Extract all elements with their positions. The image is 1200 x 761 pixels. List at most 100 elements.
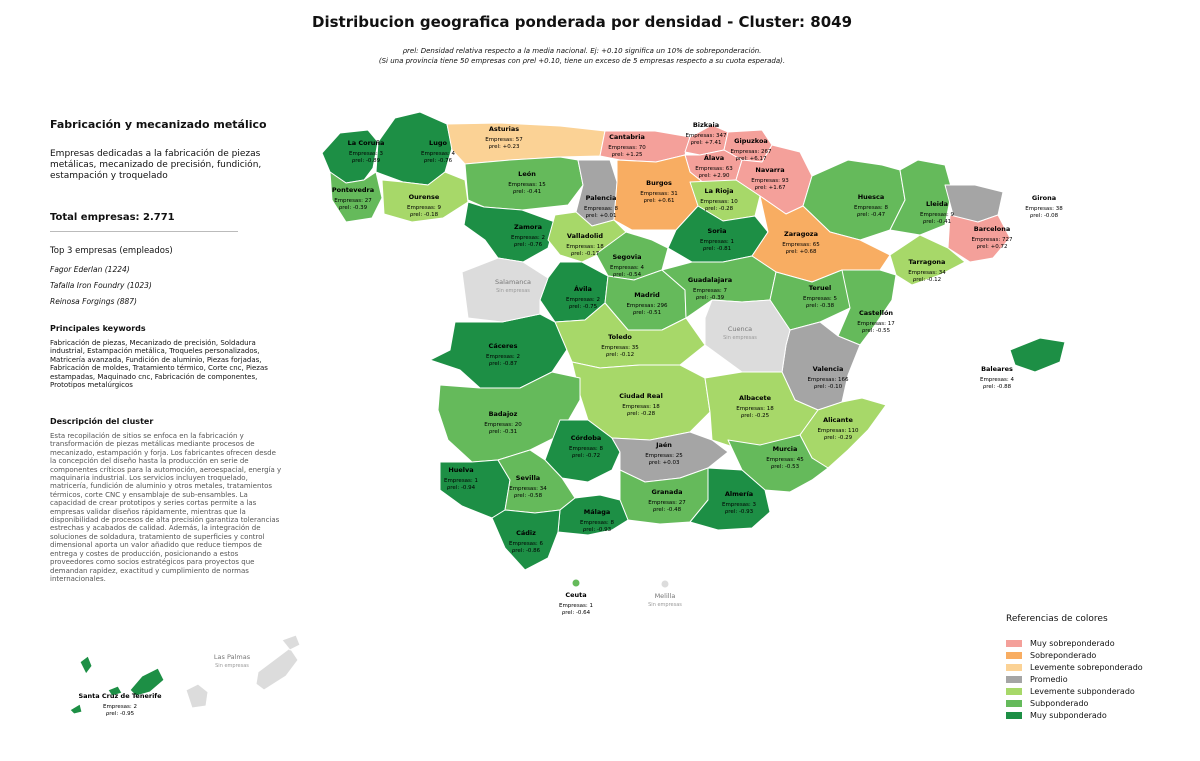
province-ceuta xyxy=(571,578,581,588)
province-count: Empresas: 5 xyxy=(803,296,838,302)
province-count: Empresas: 1 xyxy=(559,603,593,609)
province-label: Ciudad Real xyxy=(619,392,663,400)
province-rho: ρrel: -0.95 xyxy=(106,711,135,717)
province-label: Lleida xyxy=(926,200,948,208)
province-las-palmas xyxy=(255,647,299,691)
province-cuenca xyxy=(704,299,791,373)
province-rho: ρrel: +1.67 xyxy=(755,185,787,191)
province-label: Baleares xyxy=(981,365,1013,373)
province-count: Empresas: 3 xyxy=(349,151,384,157)
province-rho: ρrel: +0.72 xyxy=(977,244,1008,250)
province-rho: ρrel: -0.72 xyxy=(572,453,600,459)
cluster-description-panel: Descripción del cluster Esta recopilació… xyxy=(50,417,282,583)
province-santa-cruz-de-tenerife xyxy=(79,655,93,675)
province-label: Burgos xyxy=(646,179,672,187)
province-count: Empresas: 27 xyxy=(648,500,686,506)
province-rho: ρrel: -0.93 xyxy=(583,527,612,533)
province-ciudad-real xyxy=(571,361,711,441)
province-rho: ρrel: -0.75 xyxy=(569,304,598,310)
province-almeria xyxy=(689,467,771,531)
province-rho: ρrel: -0.29 xyxy=(824,435,853,441)
province-label: Soria xyxy=(708,227,727,235)
province-label: Cádiz xyxy=(516,529,536,537)
province-count: Empresas: 2 xyxy=(511,235,545,241)
province-count: Empresas: 9 xyxy=(407,205,442,211)
province-rho: ρrel: +7.41 xyxy=(691,140,722,146)
province-cadiz xyxy=(491,509,561,571)
province-las-palmas xyxy=(281,634,301,651)
province-lleida xyxy=(889,159,953,236)
province-label: Valladolid xyxy=(567,232,603,240)
province-label: Valencia xyxy=(813,365,844,373)
province-count: Empresas: 93 xyxy=(751,178,789,184)
province-label: Pontevedra xyxy=(332,186,374,194)
province-count: Empresas: 8 xyxy=(584,206,619,212)
map-subtitle: ρrel: Densidad relativa respecto a la me… xyxy=(0,46,1164,66)
province-label: Madrid xyxy=(634,291,660,299)
top3-item: Reinosa Forgings (887) xyxy=(50,297,137,306)
province-rho: ρrel: -0.81 xyxy=(703,246,731,252)
province-label: Alicante xyxy=(823,416,853,424)
province-count: Empresas: 45 xyxy=(766,457,804,463)
province-label: Badajoz xyxy=(489,410,518,418)
province-rho: ρrel: -0.54 xyxy=(613,272,642,278)
province-rho: ρrel: -0.25 xyxy=(741,413,770,419)
province-malaga xyxy=(557,494,629,536)
legend-item: Muy sobreponderado xyxy=(1006,637,1143,649)
province-salamanca xyxy=(461,257,549,323)
top3-item: Tafalla Iron Foundry (1023) xyxy=(50,281,152,290)
province-count: Empresas: 18 xyxy=(566,244,604,250)
province-ourense xyxy=(381,171,469,223)
top3-heading: Top 3 empresas (empleados) xyxy=(50,246,173,256)
province-count: Empresas: 296 xyxy=(626,303,668,309)
province-rho: ρrel: -0.76 xyxy=(514,242,543,248)
province-label: Zamora xyxy=(514,223,542,231)
province-rho: ρrel: +0.61 xyxy=(644,198,675,204)
province-rho: ρrel: -0.28 xyxy=(627,411,656,417)
province-label: Ávila xyxy=(574,284,592,293)
province-label: Bizkaia xyxy=(693,121,719,129)
province-label: Murcia xyxy=(773,445,798,453)
province-count: Empresas: 34 xyxy=(509,486,547,492)
province-barcelona xyxy=(947,214,1011,263)
province-count: Empresas: 25 xyxy=(645,453,683,459)
province-rho: ρrel: -0.12 xyxy=(913,277,941,283)
province-label: Huelva xyxy=(448,466,473,474)
province-rho: ρrel: -0.94 xyxy=(447,485,476,491)
province-count: Empresas: 1 xyxy=(700,239,734,245)
legend-label: Levemente subponderado xyxy=(1030,686,1135,696)
province-label: Cuenca xyxy=(728,325,752,333)
province-label: Gipuzkoa xyxy=(734,137,768,145)
top3-item: Fagor Ederlan (1224) xyxy=(50,265,130,274)
subtitle-line-2: (Si una provincia tiene 50 empresas con … xyxy=(378,57,786,65)
province-count: Empresas: 8 xyxy=(569,446,604,452)
province-count: Empresas: 1 xyxy=(444,478,478,484)
province-count: Empresas: 8 xyxy=(580,520,615,526)
province-leon xyxy=(464,156,584,211)
province-label: Castellón xyxy=(859,309,893,317)
province-rho: ρrel: -0.87 xyxy=(489,361,518,367)
province-rho: ρrel: -0.53 xyxy=(771,464,800,470)
province-rho: ρrel: -0.08 xyxy=(1030,213,1059,219)
legend-swatch xyxy=(1006,663,1022,671)
province-label: Álava xyxy=(704,153,724,162)
province-count: Empresas: 267 xyxy=(730,149,772,155)
legend-label: Subponderado xyxy=(1030,698,1089,708)
province-label: Segovia xyxy=(612,253,641,261)
province-label: Cantabria xyxy=(609,133,645,141)
province-label: Jaén xyxy=(655,441,672,449)
province-santa-cruz-de-tenerife xyxy=(69,703,83,715)
legend-label: Promedio xyxy=(1030,674,1068,684)
province-count: Empresas: 7 xyxy=(693,288,728,294)
province-baleares xyxy=(1009,337,1066,373)
province-lugo xyxy=(375,111,453,186)
province-label: Zaragoza xyxy=(784,230,818,238)
legend-swatch xyxy=(1006,639,1022,647)
legend-item: Levemente sobreponderado xyxy=(1006,661,1143,673)
description-heading: Descripción del cluster xyxy=(50,417,154,426)
province-rho: ρrel: -0.48 xyxy=(653,507,682,513)
province-count: Empresas: 347 xyxy=(685,133,727,139)
province-label: Lugo xyxy=(429,139,447,147)
province-melilla xyxy=(660,579,670,589)
province-rho: ρrel: +0.68 xyxy=(786,249,818,255)
